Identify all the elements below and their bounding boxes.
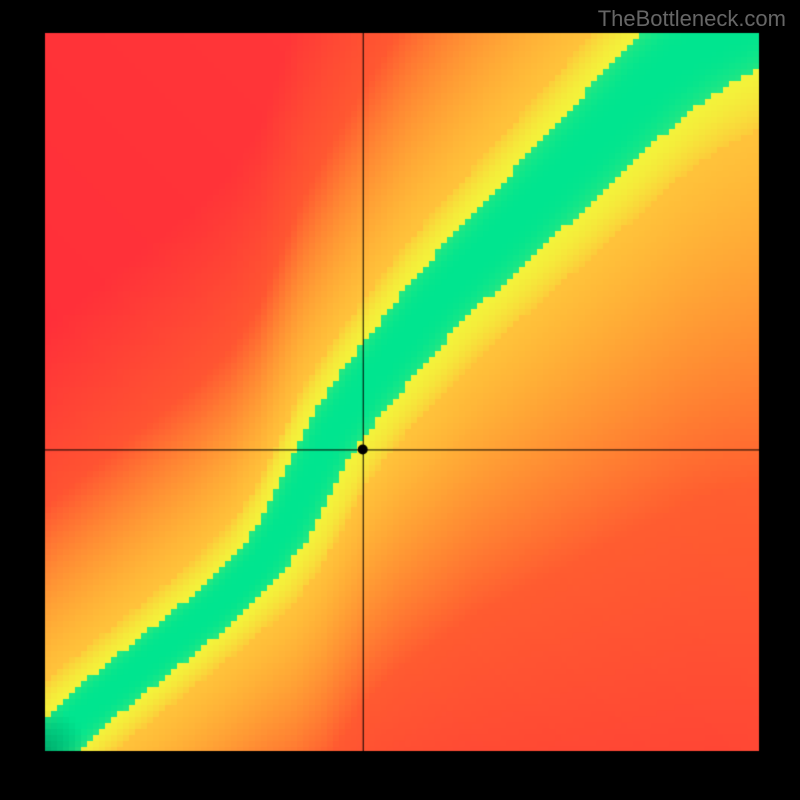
watermark-text: TheBottleneck.com [598,6,786,32]
chart-canvas [0,0,800,800]
